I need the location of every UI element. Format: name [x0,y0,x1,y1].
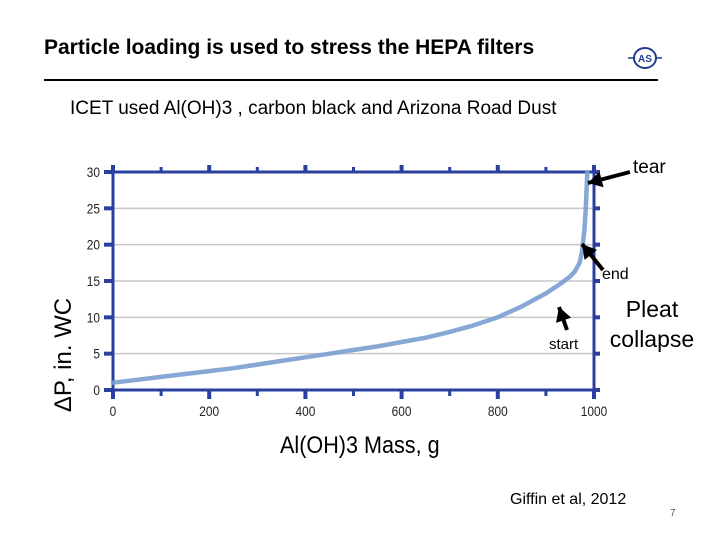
annotation-pleat-line2: collapse [609,326,695,352]
series-line [110,169,590,385]
x-tick-label: 0 [110,403,117,419]
y-tick-label: 25 [87,200,100,216]
slide-title: Particle loading is used to stress the H… [44,36,535,59]
y-tick-mark-left [104,315,113,320]
x-minor-tick-bottom [352,390,355,396]
y-tick-label: 15 [87,273,100,289]
x-tick-label: 600 [392,403,412,419]
x-minor-tick-top [159,167,163,172]
y-tick-label: 0 [93,382,100,398]
x-minor-tick-top [255,167,259,172]
annotation-tear: tear [633,157,666,178]
logo-text: AS [638,54,652,65]
y-tick-label: 30 [87,164,100,180]
y-tick-mark-right [594,315,600,320]
x-tick-label: 800 [488,403,508,419]
x-minor-tick-bottom [448,390,452,396]
x-tick-mark-top [303,165,308,172]
y-tick-mark-left [104,242,113,247]
y-axis-label-text: ΔP, in. WC [50,298,77,412]
y-tick-mark-left [104,279,113,283]
y-tick-mark-right [594,170,600,174]
arrow-start [556,306,572,331]
x-tick-label: 400 [295,403,315,419]
x-tick-mark-bottom [207,390,212,399]
y-tick-mark-right [594,279,600,283]
arrow-tear-head [588,171,604,188]
grid-layer [113,207,594,355]
x-tick-label: 200 [199,403,219,419]
annotation-start: start [549,336,579,353]
x-tick-mark-bottom [111,390,115,399]
x-minor-tick-bottom [255,390,259,396]
x-tick-label: 1000 [581,403,607,419]
x-tick-mark-top [207,165,212,172]
logo-icon: AS [628,47,662,69]
tick-layer: 0 5 10 15 20 25 30 0 200 400 600 800 1000 [87,164,607,419]
slide-subtitle: ICET used Al(OH)3 , carbon black and Ari… [70,98,557,119]
y-tick-mark-right [594,206,600,211]
x-minor-tick-top [352,167,355,172]
annotation-pleat-line1: Pleat [625,296,679,322]
x-tick-mark-top [592,165,596,172]
y-axis-label: ΔP, in. WC [38,298,88,412]
arrow-end-head [582,244,598,260]
citation: Giffin et al, 2012 [510,491,627,508]
arrow-layer [556,170,631,331]
y-tick-label: 20 [87,237,100,253]
x-tick-mark-top [111,165,115,172]
x-tick-mark-top [495,165,500,172]
x-tick-mark-bottom [399,390,404,399]
title-underline [44,79,658,81]
x-minor-tick-bottom [544,390,548,396]
x-tick-mark-top [399,165,404,172]
y-tick-mark-right [594,242,600,247]
series-layer [110,169,590,385]
page-number: 7 [670,508,676,519]
y-tick-mark-right [594,351,600,356]
arrow-end [580,242,605,272]
x-minor-tick-top [544,167,548,172]
x-tick-mark-bottom [495,390,500,399]
annotation-pleat-collapse: Pleat collapse [604,294,700,354]
y-tick-mark-left [104,206,113,211]
x-tick-mark-bottom [303,390,308,399]
y-tick-label: 10 [87,309,100,325]
y-tick-mark-right [594,388,600,392]
x-minor-tick-top [448,167,452,172]
x-minor-tick-bottom [159,390,163,396]
x-axis-label: Al(OH)3 Mass, g [280,432,440,459]
y-tick-mark-left [104,388,113,392]
arrow-tear [587,170,631,188]
x-tick-mark-bottom [592,390,596,399]
arrow-start-head [556,307,572,323]
y-tick-mark-left [104,351,113,356]
y-tick-mark-left [104,170,113,174]
annotation-end: end [602,266,629,283]
y-tick-label: 5 [93,346,100,362]
